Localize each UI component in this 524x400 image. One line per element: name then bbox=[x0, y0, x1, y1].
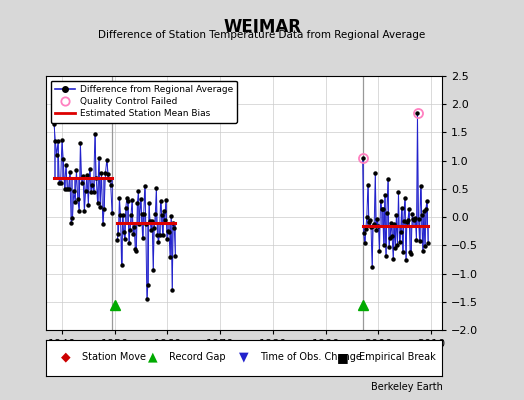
Legend: Difference from Regional Average, Quality Control Failed, Estimated Station Mean: Difference from Regional Average, Qualit… bbox=[51, 80, 237, 123]
Text: ▼: ▼ bbox=[239, 351, 249, 364]
Text: Berkeley Earth: Berkeley Earth bbox=[371, 382, 443, 392]
Text: Difference of Station Temperature Data from Regional Average: Difference of Station Temperature Data f… bbox=[99, 30, 425, 40]
Text: ◆: ◆ bbox=[61, 351, 71, 364]
Text: Time of Obs. Change: Time of Obs. Change bbox=[260, 352, 362, 362]
Text: Station Move: Station Move bbox=[82, 352, 146, 362]
Text: ▲: ▲ bbox=[148, 351, 158, 364]
Text: ■: ■ bbox=[337, 351, 348, 364]
Text: Record Gap: Record Gap bbox=[169, 352, 225, 362]
Text: WEIMAR: WEIMAR bbox=[223, 18, 301, 36]
Text: Empirical Break: Empirical Break bbox=[358, 352, 435, 362]
